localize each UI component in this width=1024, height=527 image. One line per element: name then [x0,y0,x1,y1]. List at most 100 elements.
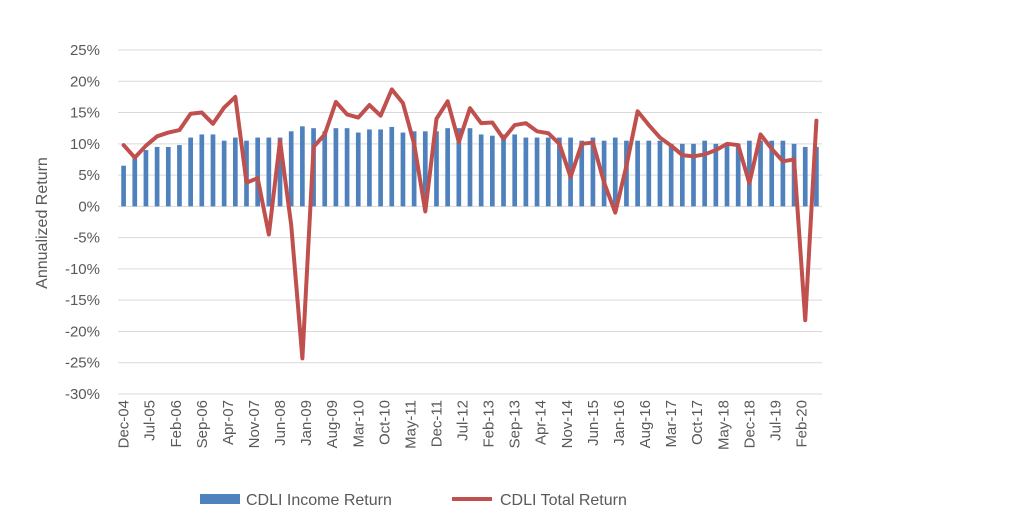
x-tick-label: Nov-07 [246,400,263,448]
income-bar [478,134,484,207]
x-tick-label: May-18 [715,400,732,450]
x-tick-label: Jan-09 [298,400,315,446]
income-bar [646,140,652,207]
legend-income-swatch [200,494,240,504]
x-tick-label: Apr-07 [220,400,237,445]
income-bar [177,145,182,207]
income-bar [300,126,305,207]
income-bar [713,143,719,207]
income-bar [199,134,205,207]
x-tick-label: Feb-20 [794,400,811,448]
total-return-line [121,87,819,361]
income-bar [165,146,171,207]
income-bar [344,128,350,207]
income-bar [277,137,283,207]
income-bar [143,150,149,207]
x-tick-label: Aug-16 [637,400,654,448]
income-bar [456,128,462,207]
x-tick-label: Jul-19 [767,400,784,441]
legend-total-label: CDLI Total Return [500,492,627,509]
income-bar [411,131,417,207]
income-bar [255,137,261,207]
income-bar [188,137,193,207]
income-bar [590,137,596,207]
x-tick-label: Jan-16 [611,400,628,446]
income-bar [121,165,126,207]
income-bar [367,129,372,207]
x-tick-label: Nov-14 [559,400,576,448]
y-tick-label: 10% [70,136,100,153]
income-bar [702,140,708,207]
gridlines [118,49,822,395]
total-return-series-line [121,87,819,361]
income-bar [758,140,763,207]
y-tick-label: 5% [78,167,100,184]
y-tick-label: 20% [70,73,100,90]
income-bar [288,131,294,207]
x-tick-label: Oct-10 [376,400,393,445]
income-bar [657,140,663,207]
x-axis-tick-labels: Dec-04 Jul-05 Feb-06 Sep-06 Apr-07 Nov-07 Jun-… [116,400,811,450]
x-tick-label: Dec-04 [116,400,133,448]
y-tick-label: 15% [70,105,100,122]
income-bar [735,143,741,207]
income-bar [814,146,819,207]
income-bar [232,137,238,207]
income-bar [557,137,562,207]
income-bar [422,131,428,207]
income-bar [691,143,696,207]
income-bar [490,135,495,207]
x-tick-label: Jun-08 [272,400,289,446]
x-tick-label: Jul-12 [455,400,472,441]
income-bar [434,131,439,207]
income-bar [724,143,730,207]
y-tick-label: -20% [65,323,100,340]
income-bar [769,140,775,207]
income-return-bars [121,126,819,207]
x-tick-label: Dec-18 [741,400,758,448]
income-bar [512,134,518,207]
y-axis-tick-labels: 25% 20% 15% 10% 5% 0% -5% -10% -15% -20% -25% -30% [65,42,100,403]
income-bar [668,143,674,207]
income-bar [501,134,506,207]
income-bar [221,140,227,207]
legend-income-label: CDLI Income Return [246,492,392,509]
income-bar [322,131,328,207]
income-bar [802,146,808,207]
income-bar [635,140,640,207]
x-tick-label: Mar-10 [350,400,367,448]
x-tick-label: Feb-13 [481,400,498,448]
x-tick-label: Jul-05 [142,400,159,441]
x-tick-label: Dec-11 [428,400,445,447]
y-tick-label: -10% [65,261,100,278]
x-tick-label: Sep-13 [507,400,524,448]
y-tick-label: 0% [78,198,100,215]
income-bar [612,137,618,207]
income-bar [545,137,551,207]
x-tick-label: Jun-15 [585,400,602,446]
y-axis-title: Annualized Return [34,157,51,289]
y-tick-label: -30% [65,386,100,403]
income-bar [132,156,138,207]
x-tick-label: Aug-09 [324,400,341,448]
y-tick-label: -25% [65,355,100,372]
income-bar [389,126,395,207]
y-tick-label: 25% [70,42,100,59]
income-bar [534,137,540,207]
income-bar [266,137,272,207]
income-bar [467,128,473,207]
income-bar [601,140,607,207]
x-tick-label: Apr-14 [533,400,550,445]
y-tick-label: -5% [73,230,100,247]
x-tick-label: Sep-06 [194,400,211,448]
income-bar [579,140,585,207]
legend: CDLI Income Return CDLI Total Return [200,492,627,509]
x-tick-label: May-11 [402,400,419,449]
income-bar [355,132,361,207]
x-tick-label: Oct-17 [689,400,706,445]
income-bar [378,129,383,207]
income-bar [523,137,529,207]
income-bar [400,132,406,207]
income-bar [445,128,450,207]
